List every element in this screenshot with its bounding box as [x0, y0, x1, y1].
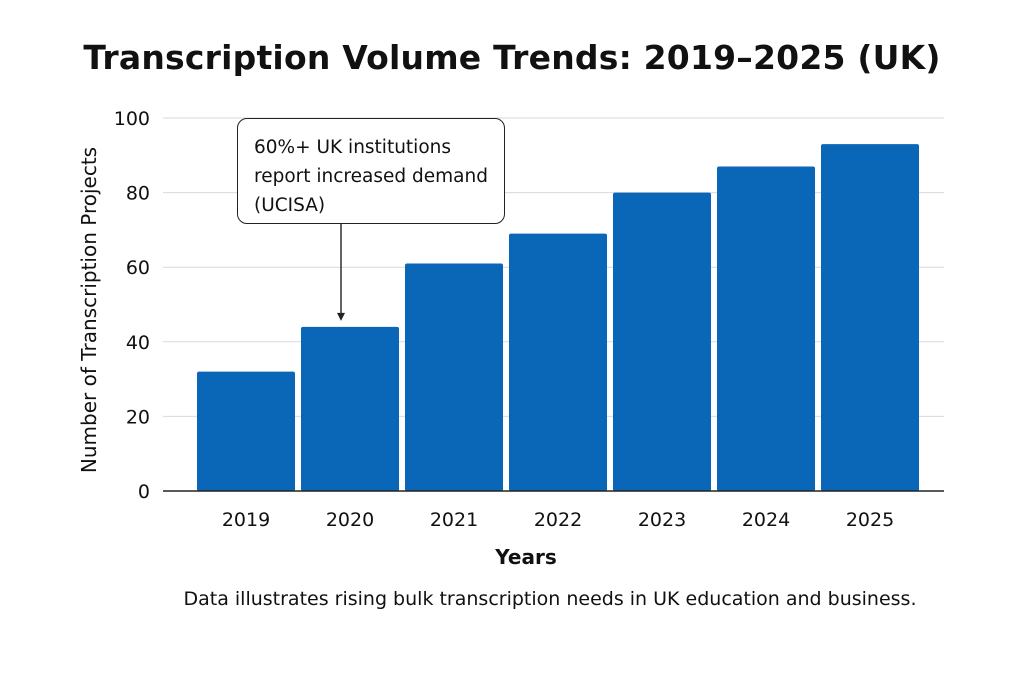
- chart-title: Transcription Volume Trends: 2019–2025 (…: [83, 38, 941, 77]
- bar-2022: [509, 233, 607, 491]
- x-tick-label: 2020: [326, 509, 374, 531]
- annotation-arrowhead: [337, 312, 345, 321]
- y-axis-label: Number of Transcription Projects: [77, 147, 101, 473]
- bar-2023: [613, 192, 711, 491]
- y-tick-label: 40: [126, 332, 150, 354]
- y-tick-label: 20: [126, 406, 150, 428]
- x-axis-label: Years: [494, 545, 556, 569]
- x-tick-label: 2025: [846, 509, 894, 531]
- annotation-callout: 60%+ UK institutions report increased de…: [237, 118, 505, 224]
- y-tick-labels: 0 20 40 60 80 100: [114, 108, 150, 503]
- y-tick-label: 0: [138, 481, 150, 503]
- bar-2020: [301, 326, 399, 491]
- bars: [197, 144, 919, 492]
- x-tick-label: 2022: [534, 509, 582, 531]
- x-tick-label: 2024: [742, 509, 790, 531]
- bar-2025: [821, 144, 919, 492]
- y-tick-label: 100: [114, 108, 150, 130]
- x-tick-label: 2019: [222, 509, 270, 531]
- x-tick-label: 2021: [430, 509, 478, 531]
- chart-caption: Data illustrates rising bulk transcripti…: [183, 588, 917, 610]
- y-tick-label: 80: [126, 183, 150, 205]
- x-tick-label: 2023: [638, 509, 686, 531]
- bar-2019: [197, 371, 295, 491]
- bar-2024: [717, 166, 815, 492]
- x-tick-labels: 2019 2020 2021 2022 2023 2024 2025: [222, 509, 894, 531]
- bar-2021: [405, 263, 503, 491]
- y-tick-label: 60: [126, 257, 150, 279]
